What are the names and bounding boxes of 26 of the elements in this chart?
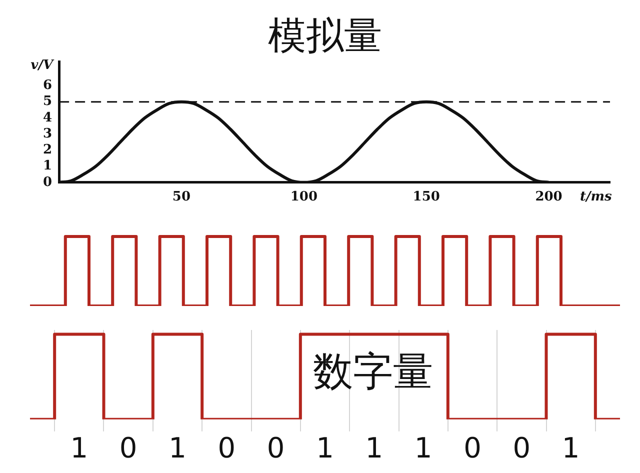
y-tick-label: 2 [43, 142, 52, 158]
x-tick-label: 150 [412, 190, 440, 205]
x-tick-label: 0 [464, 431, 482, 464]
x-tick-label: 100 [290, 190, 318, 205]
x-tick-label: 1 [562, 431, 580, 464]
x-tick-label: 0 [512, 431, 531, 464]
x-tick-label: 1 [365, 431, 384, 464]
y-tick-label: 3 [43, 126, 52, 142]
chart-title: 模拟量 [268, 14, 382, 58]
y-tick-label: 1 [43, 158, 52, 174]
x-tick-label: 200 [535, 190, 562, 205]
y-axis-title: v/V [30, 58, 55, 73]
x-axis-title: t/ms [580, 189, 613, 204]
x-tick-label: 0 [119, 431, 138, 464]
y-tick-label: 5 [43, 94, 52, 110]
y-tick-label: 6 [43, 78, 52, 94]
x-tick-label: 1 [316, 431, 334, 464]
x-tick-label: 50 [172, 190, 191, 205]
x-tick-label: 1 [168, 431, 186, 464]
y-tick-label: 4 [43, 110, 52, 126]
annotation: 数字量 [313, 349, 433, 396]
x-tick-label: 0 [266, 431, 285, 464]
x-tick-label: 0 [218, 431, 236, 464]
x-tick-label: 1 [414, 431, 432, 464]
x-tick-label: 1 [70, 431, 88, 464]
y-tick-label: 0 [43, 174, 52, 190]
